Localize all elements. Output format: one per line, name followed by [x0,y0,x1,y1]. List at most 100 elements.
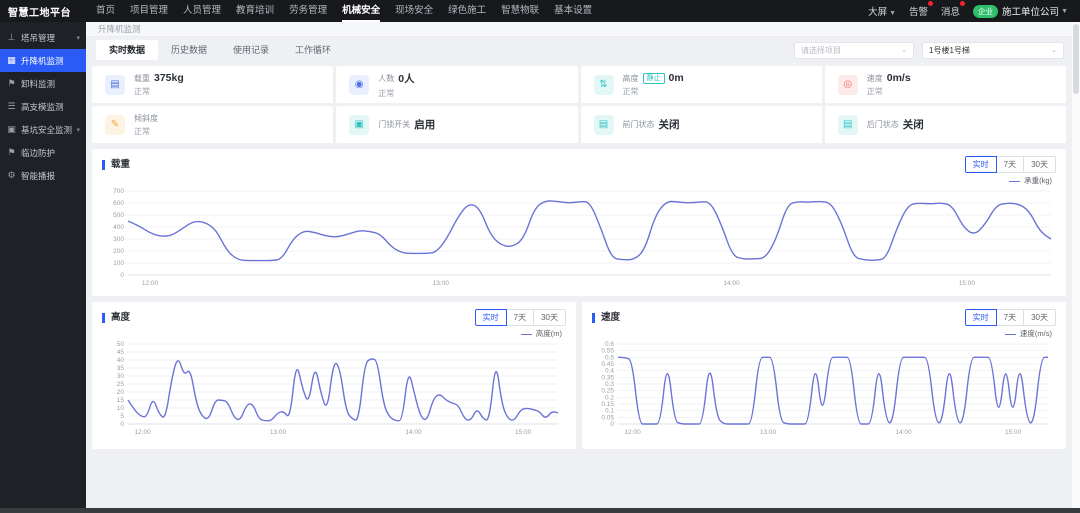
stat-card-line: 人数 0人 [378,71,414,86]
top-bar: 智慧工地平台 首页 项目管理 人员管理 教育培训 劳务管理 机械安全 现场安全 绿色施工 智慧物… [0,0,1080,22]
sidebar-item[interactable]: ▦ 升降机监测 [0,49,86,72]
stat-card-body: 载重 375kg 正常 [134,72,184,97]
stat-card-body: 倾斜度 正常 [134,113,162,137]
tab-item[interactable]: 使用记录 [233,45,270,55]
people-icon: ◉ [349,74,370,95]
scrollbar-thumb[interactable] [1073,24,1079,94]
stat-card-value: 0m [668,72,684,84]
stat-card-status: 正常 [866,87,883,96]
range-button[interactable]: 实时 [474,309,507,326]
legend-line-icon [1004,333,1016,335]
svg-text:0: 0 [610,421,614,428]
svg-text:40: 40 [117,357,125,364]
sidebar-item[interactable]: ⚑ 临边防护 [0,141,86,164]
gear-icon: ⚙ [7,170,16,180]
svg-text:20: 20 [117,389,125,396]
sidebar-item[interactable]: ⊥ 塔吊管理 ▾ [0,26,86,49]
chevron-down-icon: ▼ [889,10,897,17]
svg-text:0.35: 0.35 [601,374,614,381]
stat-card-status: 正常 [134,126,150,136]
message-button[interactable]: 消息 [941,1,966,18]
svg-text:50: 50 [117,341,125,348]
chart-title: 高度 [102,312,130,323]
app-logo: 智慧工地平台 [8,7,71,19]
sidebar-item[interactable]: ▣ 基坑安全监测 ▾ [0,118,86,141]
top-nav-item[interactable]: 教育培训 [236,5,275,16]
stat-card-line: 高度 静止 0m [623,72,684,84]
tab-item[interactable]: 历史数据 [171,45,208,55]
door-lock-icon: ▣ [349,114,370,135]
chart-legend: 高度(m) [92,328,576,339]
chevron-down-icon: ⌄ [901,47,907,54]
svg-text:600: 600 [113,200,124,207]
stat-card-line: 前门状态 关闭 [623,117,680,132]
scrollbar[interactable] [1072,22,1080,508]
chart-panel-header: 载重 实时 7天 30天 [92,149,1066,173]
top-nav-item[interactable]: 基本设置 [554,5,593,16]
sidebar-item[interactable]: ⚑ 卸料监测 [0,72,86,95]
svg-text:200: 200 [113,248,124,255]
chevron-down-icon: ▾ [76,126,80,134]
top-nav-item[interactable]: 绿色施工 [448,5,487,16]
svg-text:0.3: 0.3 [605,381,614,388]
stat-card-label: 载重 [134,73,150,83]
stat-card-body: 人数 0人正常 [378,71,414,99]
top-nav-item[interactable]: 首页 [96,5,116,16]
range-button[interactable]: 实时 [964,156,997,173]
svg-text:100: 100 [113,260,124,267]
big-screen-button[interactable]: 大屏 ▼ [868,4,896,18]
stat-card-line: 速度 0m/s [867,72,911,84]
svg-text:45: 45 [117,349,125,356]
tab-item[interactable]: 工作循环 [295,45,332,55]
org-switcher[interactable]: 企业 施工单位公司 ▼ [973,4,1068,18]
tab-active[interactable]: 实时数据 [96,40,159,60]
chart-legend: 承重(kg) [92,175,1066,186]
legend-line-icon [520,333,532,335]
range-button[interactable]: 7天 [995,309,1025,326]
org-type-badge: 企业 [973,4,999,18]
chart-panel-header: 速度 实时 7天 30天 [582,302,1066,326]
stat-card-status: 正常 [378,88,395,98]
svg-text:15:00: 15:00 [515,429,532,436]
top-nav-item[interactable]: 项目管理 [130,5,169,16]
chart-area: 0 100 200 300 400 500 600 700 12:00 13:00 14:00 15:… [92,186,1066,288]
top-nav-item[interactable]: 机械安全 [342,0,381,22]
range-button[interactable]: 7天 [995,156,1025,173]
stat-card-value: 375kg [154,72,184,84]
top-nav-item[interactable]: 劳务管理 [289,5,328,16]
sidebar-item-label: 基坑安全监测 [21,124,73,135]
stat-card: ⇅ 高度 静止 0m 正常 [580,66,822,103]
chart-area: 0 5 10 15 20 25 30 35 40 45 50 12:00 13:00 14:00 15:00 [92,339,576,437]
status-tag: 静止 [642,72,665,84]
range-button[interactable]: 30天 [1023,156,1056,173]
svg-text:13:00: 13:00 [270,429,287,436]
filter-selects: 请选择项目 ⌄ 1号楼1号梯 ⌄ [794,41,1064,59]
stat-card-line: 载重 375kg [134,72,184,84]
svg-text:13:00: 13:00 [760,429,777,436]
top-nav-item[interactable]: 智慧物联 [501,5,540,16]
device-select[interactable]: 1号楼1号梯 ⌄ [922,41,1064,59]
svg-text:0: 0 [120,421,124,428]
svg-text:0.2: 0.2 [605,394,614,401]
top-nav-item[interactable]: 现场安全 [395,5,434,16]
alarm-button[interactable]: 告警 [909,1,934,18]
range-button[interactable]: 30天 [1023,309,1056,326]
svg-text:0.4: 0.4 [605,368,614,375]
top-nav-item[interactable]: 人员管理 [183,5,222,16]
stat-card: ▣ 门锁开关 启用 [336,106,578,143]
chart-panel-header: 高度 实时 7天 30天 [92,302,576,326]
project-select[interactable]: 请选择项目 ⌄ [794,41,914,59]
svg-text:300: 300 [113,236,124,243]
range-button[interactable]: 实时 [964,309,997,326]
stat-card-status: 正常 [622,87,639,96]
sidebar-item[interactable]: ⚙ 智能播报 [0,164,86,187]
svg-text:15:00: 15:00 [959,280,976,287]
sidebar-item[interactable]: ☰ 高支模监测 [0,95,86,118]
edge-protection-flag-icon: ⚑ [7,147,16,157]
svg-text:0.25: 0.25 [601,388,614,395]
stat-cards: ▤ 载重 375kg 正常 ◉ 人数 0人 正常 ⇅ 高度 静止 0m 正常 ◎ 速度 0m/s 正常 ✎ 倾斜度正… [92,66,1066,143]
svg-text:14:00: 14:00 [723,280,740,287]
range-button[interactable]: 30天 [533,309,566,326]
stat-card-label: 高度 [622,73,639,83]
range-button[interactable]: 7天 [505,309,535,326]
